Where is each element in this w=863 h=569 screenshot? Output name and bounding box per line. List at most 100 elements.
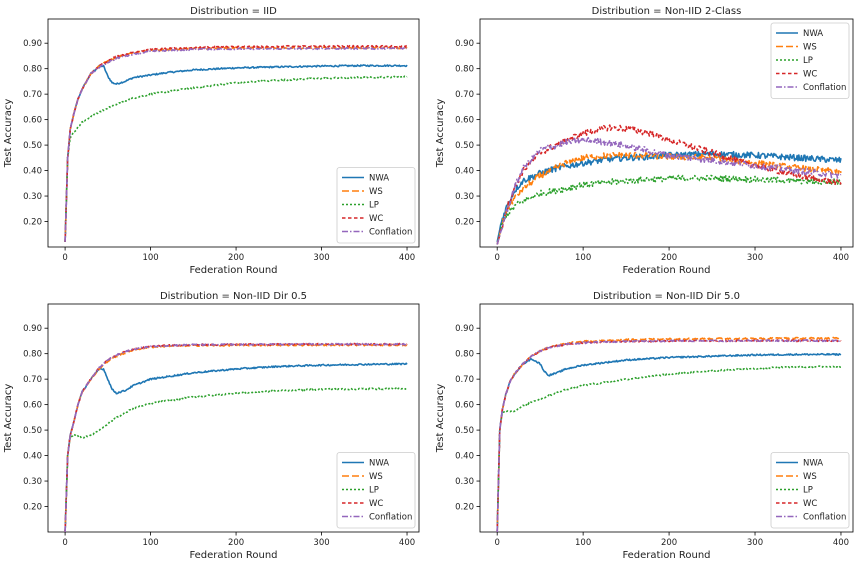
legend-label: WC (803, 499, 817, 509)
legend-label: NWA (803, 29, 823, 39)
y-tick-label: 0.40 (23, 452, 42, 462)
legend-label: WC (803, 70, 817, 80)
legend-label: NWA (803, 459, 823, 469)
series-line-nwa (64, 64, 408, 242)
chart-title: Distribution = Non-IID Dir 0.5 (160, 291, 307, 302)
series-line-nwa (64, 362, 408, 532)
y-tick-label: 0.50 (455, 141, 474, 151)
y-tick-label: 0.30 (455, 192, 474, 202)
plot-frame (47, 303, 420, 533)
legend-box (336, 452, 416, 529)
y-tick-label: 0.60 (455, 401, 474, 411)
y-tick-label: 0.50 (455, 426, 474, 436)
y-tick-label: 0.80 (23, 65, 42, 75)
chart-title: Distribution = Non-IID 2-Class (592, 6, 742, 17)
chart-panel-3: Distribution = Non-IID Dir 0.5 0 100 200 300… (3, 291, 420, 561)
x-tick-label: 100 (142, 538, 158, 548)
legend-box (770, 22, 850, 99)
y-tick-label: 0.30 (23, 477, 42, 487)
x-tick-label: 200 (661, 253, 677, 263)
x-tick-label: 400 (399, 538, 415, 548)
x-tick-label: 200 (228, 253, 244, 263)
series-line-conflation (496, 339, 842, 532)
x-tick-label: 100 (575, 538, 591, 548)
x-tick-label: 400 (833, 253, 849, 263)
x-tick-label: 100 (142, 253, 158, 263)
y-tick-label: 0.20 (455, 503, 474, 513)
legend-label: WS (369, 472, 383, 482)
legend-label: WC (369, 214, 383, 224)
series-line-lp (64, 75, 408, 242)
series-line-nwa (496, 352, 842, 532)
chart-panel-2: Distribution = Non-IID 2-Class 0 100 200 300… (435, 6, 854, 276)
y-axis-label: Test Accuracy (3, 99, 14, 169)
y-axis-label: Test Accuracy (3, 384, 14, 454)
y-tick-label: 0.90 (455, 324, 474, 334)
x-tick-label: 400 (399, 253, 415, 263)
y-tick-label: 0.20 (23, 218, 42, 228)
y-tick-label: 0.40 (455, 452, 474, 462)
y-tick-label: 0.70 (455, 90, 474, 100)
legend-label: WS (803, 43, 817, 53)
series-line-conflation (64, 342, 408, 532)
y-tick-label: 0.30 (23, 192, 42, 202)
y-tick-label: 0.70 (455, 375, 474, 385)
x-tick-label: 0 (62, 538, 67, 548)
legend-label: Conflation (369, 228, 412, 238)
legend: NWA WS LP WC Conflation (336, 452, 416, 529)
y-tick-label: 0.40 (23, 167, 42, 177)
legend: NWA WS LP WC Conflation (336, 167, 416, 244)
y-tick-label: 0.90 (23, 324, 42, 334)
x-axis-label: Federation Round (189, 265, 277, 276)
series-line-wc (64, 44, 408, 242)
y-axis-label: Test Accuracy (435, 384, 446, 454)
legend: NWA WS LP WC Conflation (770, 452, 850, 529)
legend-label: Conflation (369, 513, 412, 523)
plot-frame (479, 303, 854, 533)
y-tick-label: 0.40 (455, 167, 474, 177)
legend-label: WC (369, 499, 383, 509)
x-tick-label: 300 (747, 538, 763, 548)
y-tick-label: 0.70 (23, 375, 42, 385)
y-tick-label: 0.60 (455, 116, 474, 126)
y-tick-label: 0.30 (455, 477, 474, 487)
x-tick-label: 0 (62, 253, 67, 263)
chart-title: Distribution = IID (190, 6, 277, 17)
legend: NWA WS LP WC Conflation (770, 22, 850, 99)
series-line-wc (496, 339, 842, 532)
chart-title: Distribution = Non-IID Dir 5.0 (593, 291, 740, 302)
legend-label: LP (369, 201, 379, 211)
y-tick-label: 0.80 (455, 350, 474, 360)
x-tick-label: 0 (494, 538, 499, 548)
x-axis-label: Federation Round (622, 265, 710, 276)
plot-frame (479, 18, 854, 248)
plot-frame (47, 18, 420, 248)
legend-label: WS (369, 187, 383, 197)
x-tick-label: 0 (494, 253, 499, 263)
legend-label: LP (803, 486, 813, 496)
series-line-wc (496, 124, 842, 245)
y-tick-label: 0.20 (455, 218, 474, 228)
series-line-lp (496, 174, 842, 245)
x-tick-label: 400 (833, 538, 849, 548)
chart-panel-4: Distribution = Non-IID Dir 5.0 0 100 200 300… (435, 291, 854, 561)
y-tick-label: 0.80 (23, 350, 42, 360)
y-axis-label: Test Accuracy (435, 99, 446, 169)
series-line-ws (496, 151, 842, 245)
series-line-lp (64, 387, 408, 532)
series-line-conflation (64, 46, 408, 242)
x-tick-label: 100 (575, 253, 591, 263)
y-tick-label: 0.90 (455, 39, 474, 49)
legend-box (770, 452, 850, 529)
legend-label: Conflation (803, 83, 846, 93)
x-tick-label: 300 (747, 253, 763, 263)
x-tick-label: 300 (313, 538, 329, 548)
y-tick-label: 0.90 (23, 39, 42, 49)
legend-label: NWA (369, 459, 389, 469)
legend-label: Conflation (803, 513, 846, 523)
y-tick-label: 0.50 (23, 141, 42, 151)
x-axis-label: Federation Round (622, 550, 710, 561)
x-tick-label: 200 (661, 538, 677, 548)
legend-label: NWA (369, 174, 389, 184)
